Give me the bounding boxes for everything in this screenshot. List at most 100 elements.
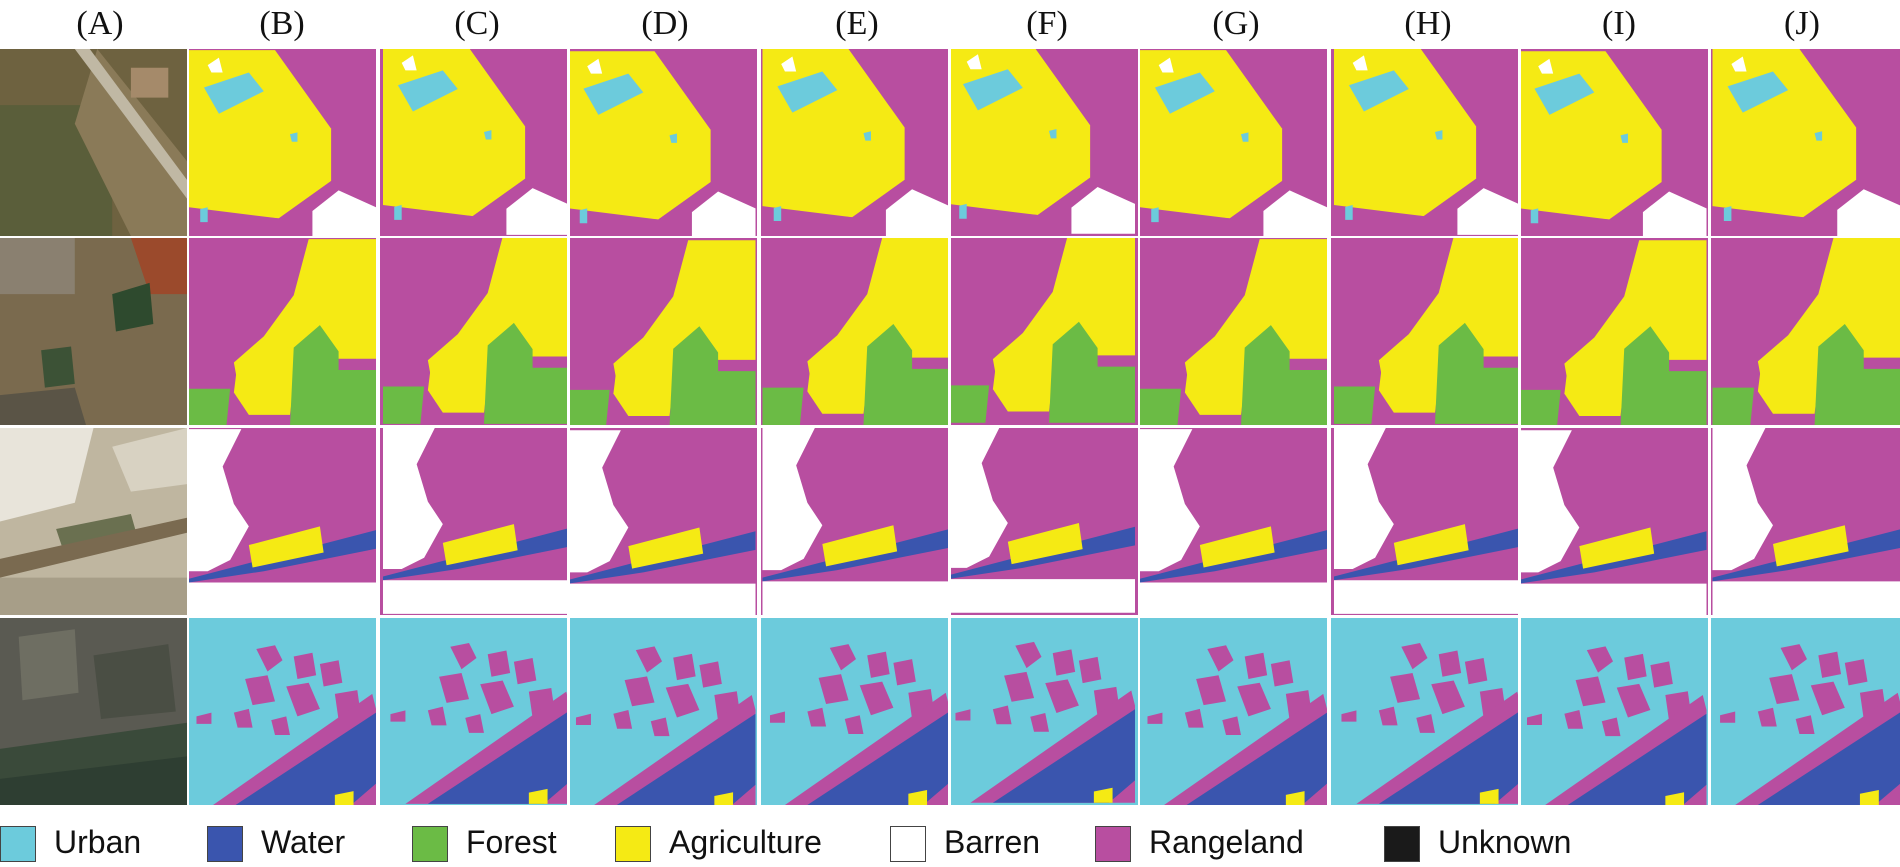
region-h-4-12 xyxy=(1479,788,1499,804)
segmentation-map-e-row-2 xyxy=(761,238,948,425)
region-e-4-7 xyxy=(844,715,864,734)
region-f-1-3 xyxy=(1071,187,1136,234)
legend-swatch-urban xyxy=(0,826,36,862)
region-i-2-4 xyxy=(1521,389,1561,425)
region-d-4-12 xyxy=(714,792,734,805)
region-j-4-1 xyxy=(1780,644,1808,671)
column-header-i: (I) xyxy=(1602,5,1636,42)
region-e-1-6 xyxy=(863,131,871,141)
segmentation-map-j-row-2 xyxy=(1711,238,1900,425)
region-c-4-5 xyxy=(513,658,537,685)
region-c-4-3 xyxy=(439,672,470,703)
region-i-4-3 xyxy=(1575,676,1606,707)
region-e-1-5 xyxy=(781,56,797,72)
region-f-1-6 xyxy=(1048,129,1057,139)
region-h-4-11 xyxy=(1378,712,1518,804)
column-header-d: (D) xyxy=(641,5,689,42)
segmentation-map-e-row-3 xyxy=(761,428,948,615)
region-g-4-7 xyxy=(1222,716,1241,736)
region-h-4-7 xyxy=(1416,714,1435,733)
region-j-4-5 xyxy=(1844,659,1868,686)
region-h-1-2 xyxy=(1333,178,1488,235)
region-e-4-4 xyxy=(859,681,894,716)
region-b-4-9 xyxy=(196,712,212,724)
region-c-1-3 xyxy=(506,188,567,235)
region-j-3-4 xyxy=(1712,581,1900,615)
segmentation-map-h-row-4 xyxy=(1331,618,1518,805)
region-b-1-3 xyxy=(312,190,376,236)
region-i-2-2 xyxy=(1564,341,1625,417)
region-e-2-2 xyxy=(807,338,868,414)
region-c-2-3 xyxy=(483,322,567,424)
region-g-2-3 xyxy=(1241,325,1327,425)
aerial-image-row-1 xyxy=(0,49,187,236)
region-b-4-6 xyxy=(233,708,253,728)
segmentation-map-c-row-2 xyxy=(380,238,567,425)
region-i-1-2 xyxy=(1521,182,1673,236)
region-j-4-12 xyxy=(1859,790,1879,805)
region-g-3-1 xyxy=(1140,429,1200,572)
region-i-1-7 xyxy=(1530,208,1539,224)
region-c-4-12 xyxy=(528,788,548,804)
segmentation-map-f-row-3 xyxy=(951,428,1138,615)
region-b-1-4 xyxy=(203,72,264,114)
segmentation-map-g-row-2 xyxy=(1140,238,1327,425)
region-h-1-6 xyxy=(1434,130,1443,140)
legend-swatch-forest xyxy=(412,826,448,862)
region-b-4-11 xyxy=(235,712,376,805)
region-f-4-6 xyxy=(992,705,1012,725)
region-d-4-4 xyxy=(665,683,700,718)
legend-label-unknown: Unknown xyxy=(1438,824,1572,860)
segmentation-map-j-row-1 xyxy=(1711,49,1900,236)
region-i-4-1 xyxy=(1586,646,1614,673)
segmentation-map-j-row-3 xyxy=(1711,428,1900,615)
aerial-texture-4-1 xyxy=(18,629,79,701)
segmentation-map-i-row-3 xyxy=(1521,428,1708,615)
region-g-2-2 xyxy=(1184,340,1245,415)
segmentation-map-f-row-4 xyxy=(951,618,1138,805)
region-h-2-2 xyxy=(1378,337,1439,413)
region-j-4-9 xyxy=(1720,711,1736,723)
segmentation-map-d-row-2 xyxy=(570,238,757,425)
region-j-4-2 xyxy=(1818,651,1842,678)
column-header-a: (A) xyxy=(76,5,124,42)
region-b-3-4 xyxy=(189,582,376,615)
region-g-1-5 xyxy=(1158,57,1174,73)
region-e-3-4 xyxy=(762,581,948,615)
region-f-4-2 xyxy=(1052,649,1076,676)
region-e-2-3 xyxy=(863,324,948,425)
region-c-4-1 xyxy=(450,643,477,670)
region-c-4-6 xyxy=(427,706,447,726)
region-f-2-4 xyxy=(951,385,990,423)
region-c-4-4 xyxy=(480,680,514,715)
legend: Urban Water Forest Agriculture Barren Ra… xyxy=(0,818,1900,866)
region-e-4-12 xyxy=(908,790,928,805)
region-h-1-4 xyxy=(1348,70,1409,112)
segmentation-map-j-row-4 xyxy=(1711,618,1900,805)
region-i-3-4 xyxy=(1521,583,1707,615)
legend-label-rangeland: Rangeland xyxy=(1149,824,1304,860)
region-i-1-5 xyxy=(1538,58,1554,74)
aerial-texture-2-4 xyxy=(0,238,75,295)
region-g-4-11 xyxy=(1186,712,1327,805)
aerial-texture-2-3 xyxy=(41,346,75,388)
segmentation-map-i-row-1 xyxy=(1521,49,1708,236)
segmentation-map-f-row-1 xyxy=(951,49,1138,236)
region-d-4-1 xyxy=(635,646,663,673)
region-j-2-3 xyxy=(1814,324,1900,425)
segmentation-map-h-row-1 xyxy=(1331,49,1518,236)
region-j-1-4 xyxy=(1727,71,1789,113)
region-c-1-7 xyxy=(394,204,402,220)
legend-swatch-water xyxy=(207,826,243,862)
region-h-4-4 xyxy=(1431,680,1465,715)
segmentation-map-b-row-1 xyxy=(189,49,376,236)
region-f-3-4 xyxy=(951,579,1136,613)
legend-label-agriculture: Agriculture xyxy=(669,824,822,860)
segmentation-map-c-row-4 xyxy=(380,618,567,805)
region-b-3-1 xyxy=(189,429,249,572)
region-d-2-3 xyxy=(669,326,756,425)
region-h-3-4 xyxy=(1333,580,1518,614)
region-b-1-5 xyxy=(207,57,223,73)
region-c-1-5 xyxy=(401,55,417,71)
region-i-4-9 xyxy=(1526,713,1542,725)
